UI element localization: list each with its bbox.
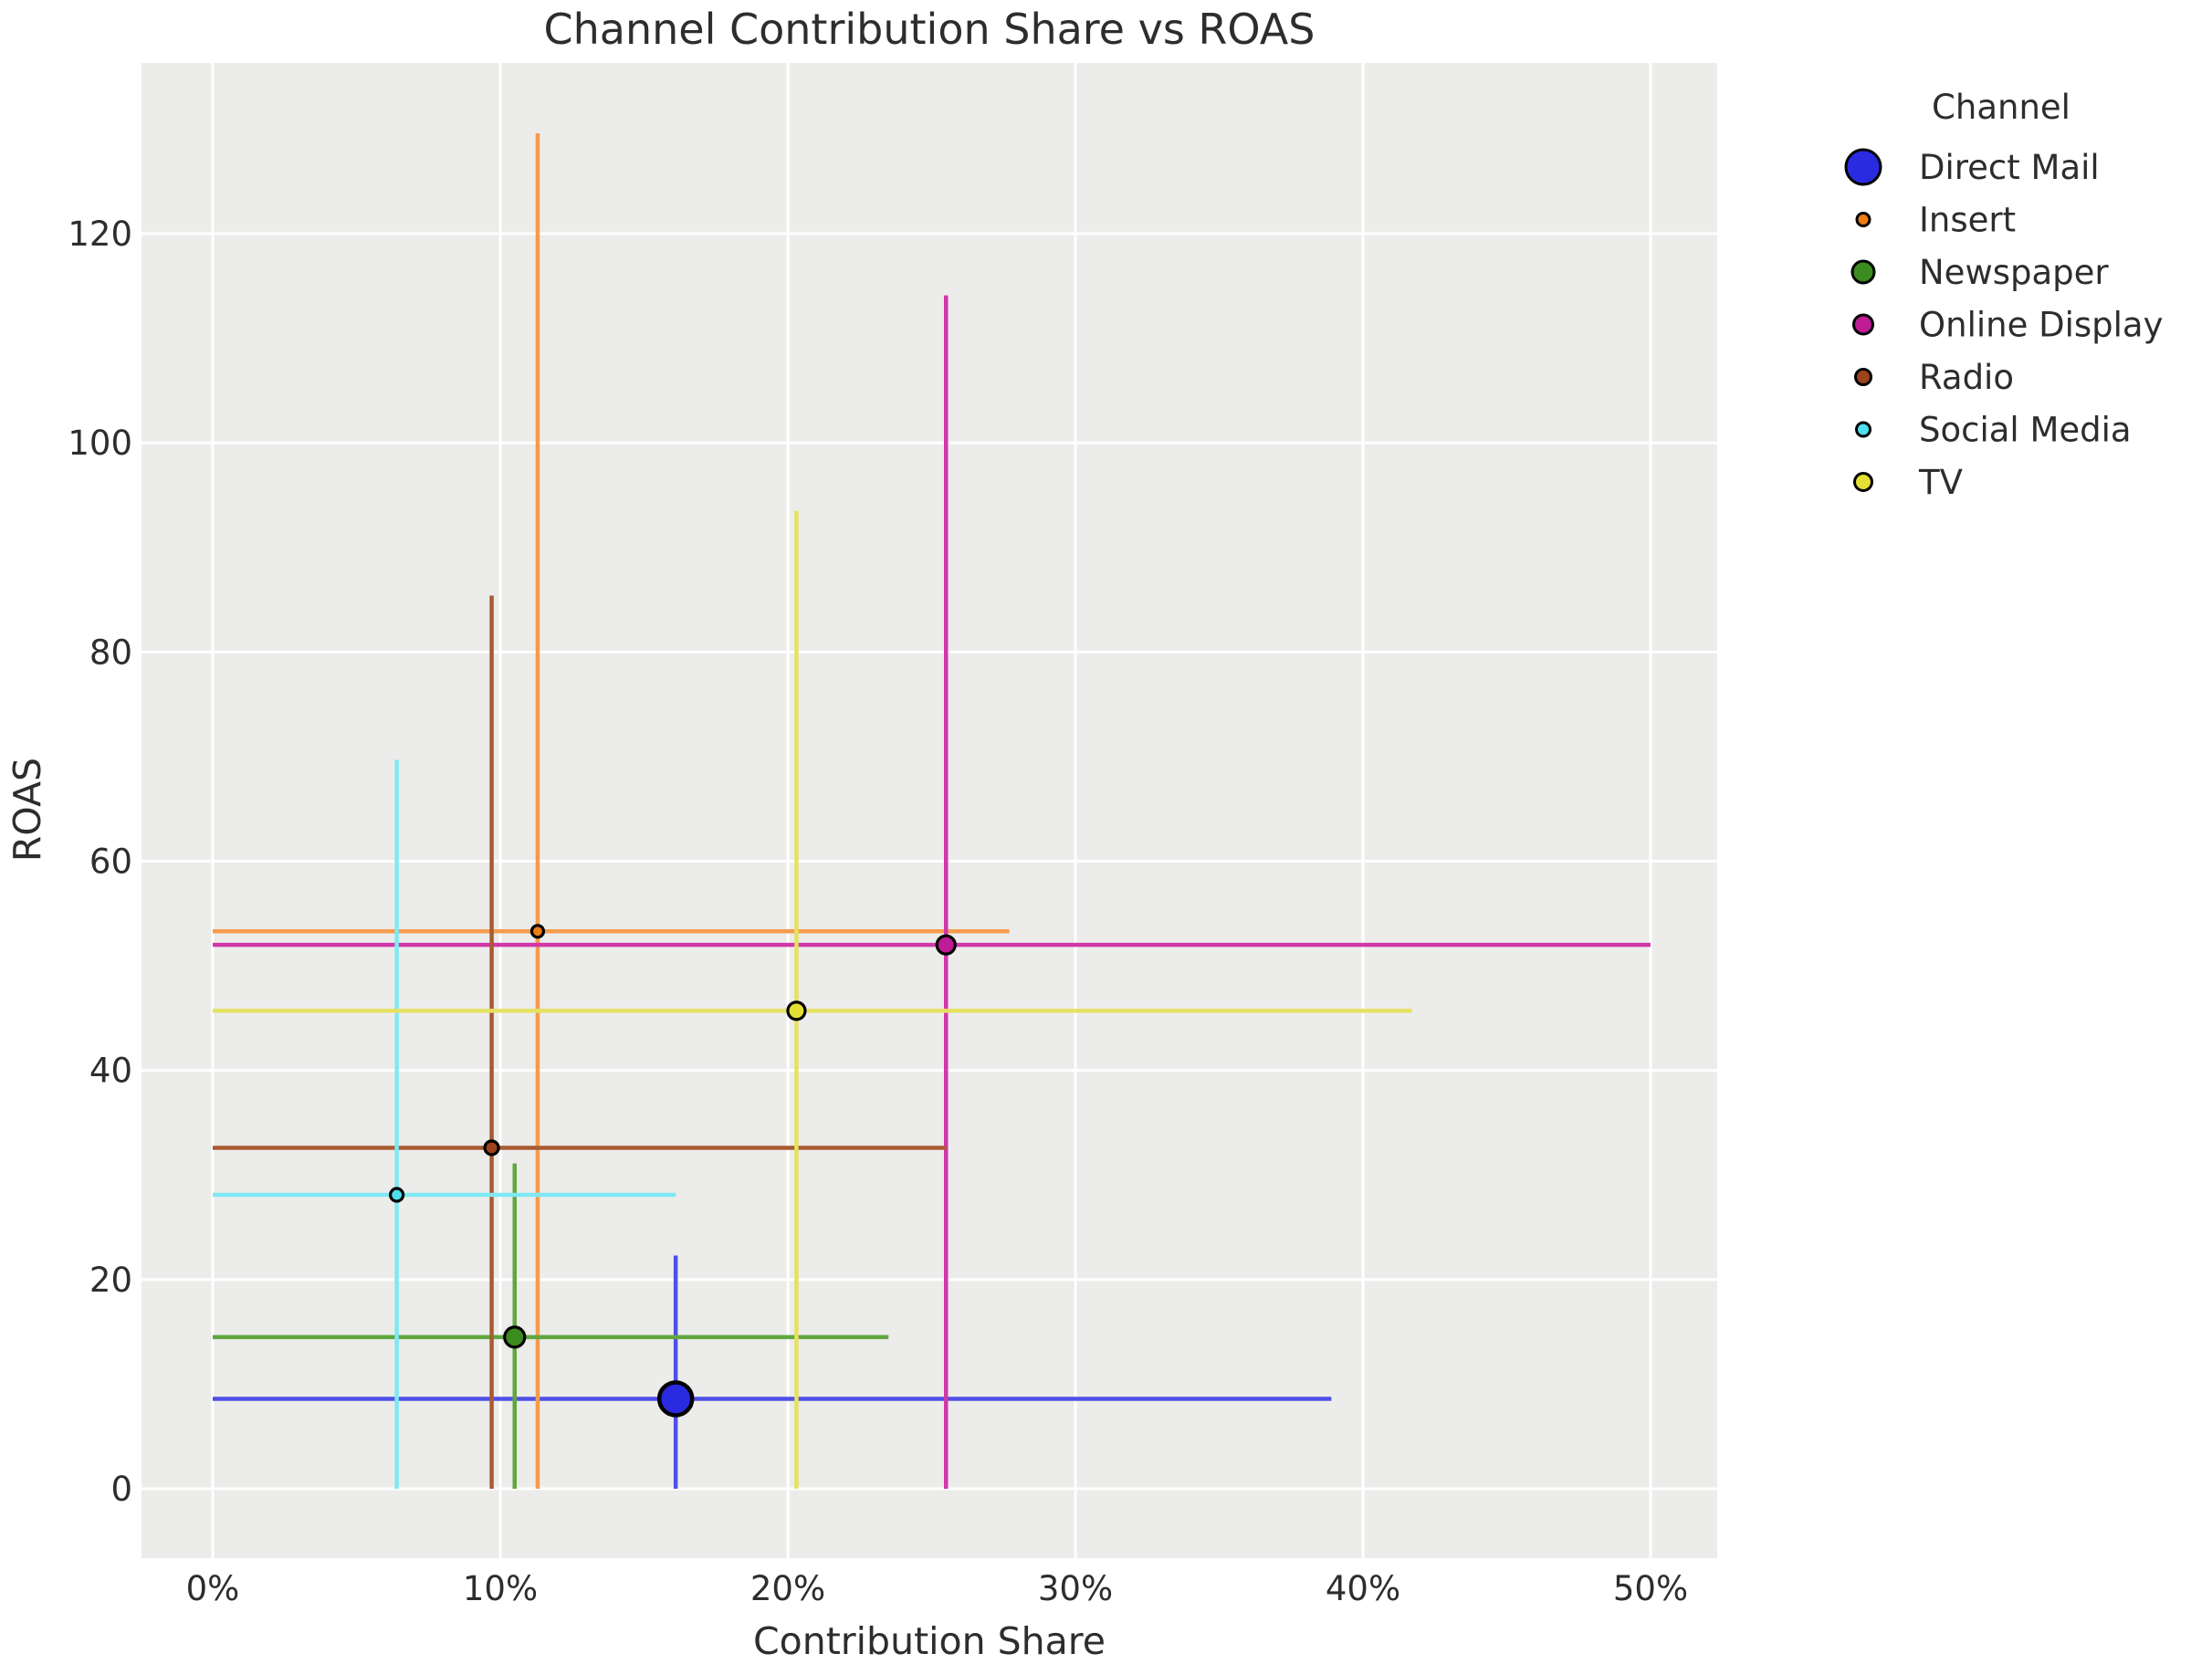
legend-label: Direct Mail (1919, 148, 2100, 187)
data-point-direct-mail (656, 1380, 695, 1418)
legend-items: Direct Mail Insert Newspaper Online Display… (1844, 148, 2164, 502)
gridlines (142, 63, 1717, 1558)
legend-marker-icon (1852, 313, 1874, 336)
legend-marker-icon (1844, 148, 1882, 186)
legend-item-newspaper: Newspaper (1850, 253, 2109, 292)
legend-item-social-media: Social Media (1855, 411, 2132, 450)
y-tick-label: 0 (110, 1470, 132, 1509)
legend-label: Insert (1919, 201, 2016, 240)
y-axis-label: ROAS (5, 758, 49, 862)
y-tick-label: 60 (89, 842, 132, 882)
legend-marker-icon (1855, 212, 1871, 227)
x-tick-label: 40% (1326, 1569, 1400, 1608)
x-tick-label: 20% (750, 1569, 825, 1608)
legend-label: Radio (1919, 358, 2014, 397)
x-tick-label: 10% (463, 1569, 538, 1608)
y-tick-label: 120 (68, 215, 132, 254)
x-tick-labels: 0% 10% 20% 30% 40% 50% (186, 1569, 1688, 1608)
plot-area (142, 63, 1717, 1558)
legend-title: Channel (1932, 88, 2070, 127)
y-tick-labels: 0 20 40 60 80 100 120 (68, 215, 132, 1509)
legend-item-direct-mail: Direct Mail (1844, 148, 2100, 187)
x-axis-label: Contribution Share (753, 1619, 1106, 1663)
legend-marker-icon (1854, 368, 1872, 386)
legend-item-tv: TV (1853, 463, 1963, 502)
legend-label: Newspaper (1919, 253, 2109, 292)
legend-item-online-display: Online Display (1852, 306, 2164, 345)
data-point-online-display (935, 934, 957, 956)
legend: Channel Direct Mail Insert Newspaper Online… (1844, 88, 2164, 502)
y-tick-label: 40 (89, 1052, 132, 1091)
y-tick-label: 20 (89, 1261, 132, 1300)
legend-label: Online Display (1919, 306, 2164, 345)
data-point-insert (529, 924, 546, 939)
legend-item-insert: Insert (1855, 201, 2016, 240)
x-tick-label: 30% (1038, 1569, 1113, 1608)
legend-marker-icon (1855, 421, 1871, 438)
chart-title: Channel Contribution Share vs ROAS (544, 5, 1316, 54)
data-points (389, 924, 957, 1418)
data-point-tv (786, 1000, 807, 1021)
data-point-newspaper (503, 1325, 527, 1349)
x-tick-label: 50% (1613, 1569, 1688, 1608)
legend-marker-icon (1850, 259, 1876, 285)
error-bars (213, 133, 1651, 1489)
legend-marker-icon (1853, 472, 1873, 492)
data-point-radio (483, 1139, 500, 1156)
legend-label: Social Media (1919, 411, 2132, 450)
legend-label: TV (1918, 463, 1963, 502)
legend-item-radio: Radio (1854, 358, 2014, 397)
data-point-social-media (389, 1187, 405, 1203)
y-tick-label: 80 (89, 633, 132, 672)
x-tick-label: 0% (186, 1569, 240, 1608)
y-tick-label: 100 (68, 424, 132, 463)
